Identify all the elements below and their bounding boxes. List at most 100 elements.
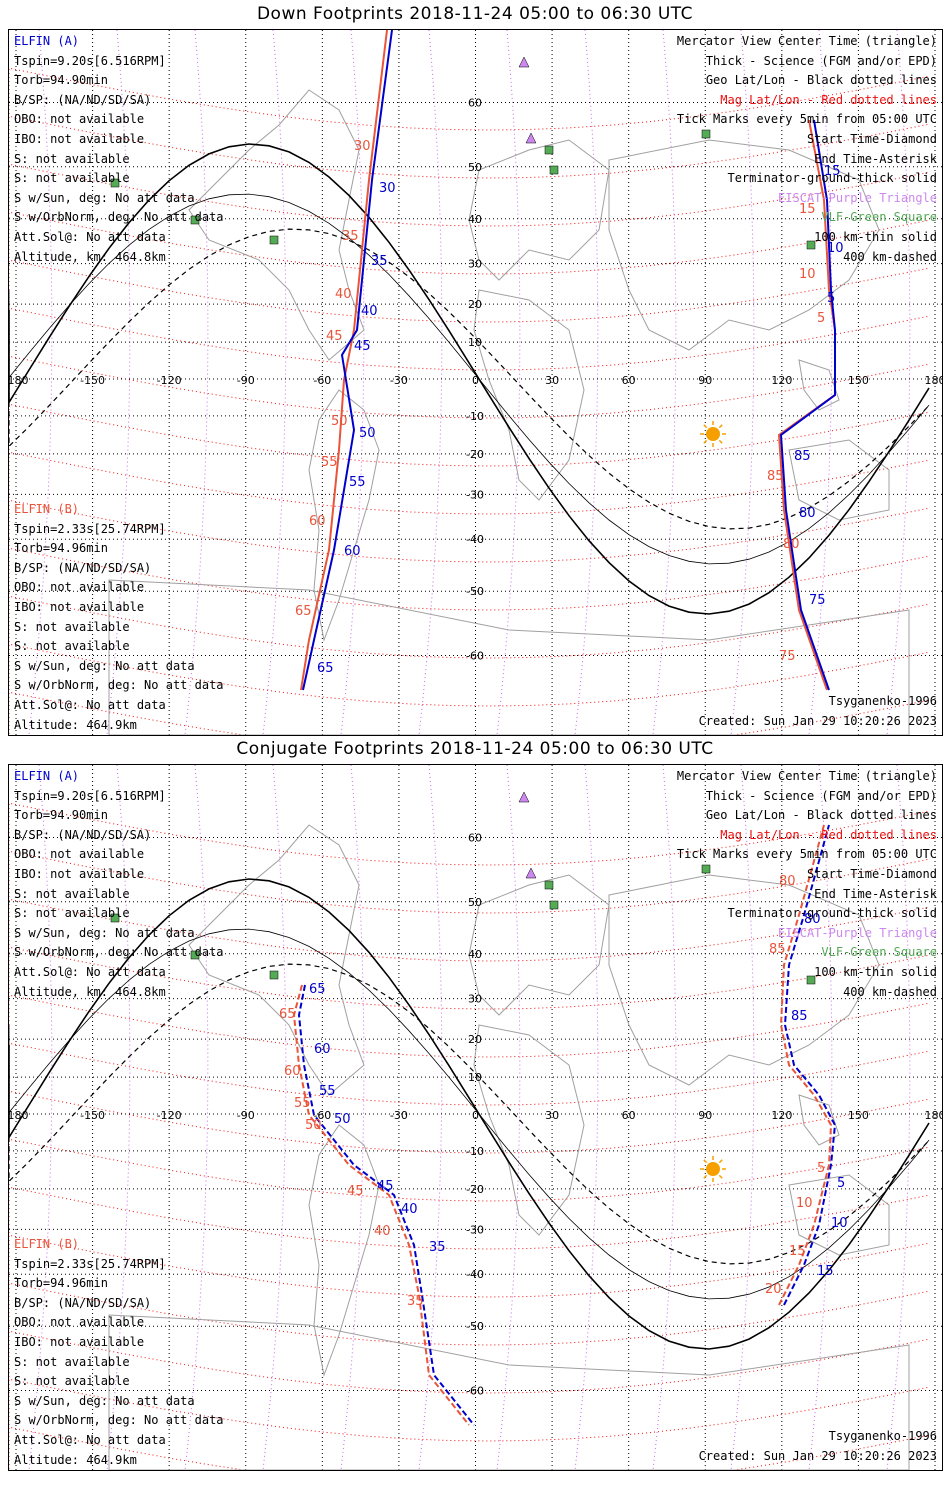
panel-title-down: Down Footprints 2018-11-24 05:00 to 06:3… (256, 4, 694, 24)
mag-lat-line (9, 994, 930, 1058)
elfin-a-tick-label: 50 (334, 1112, 351, 1127)
mag-lat-line (9, 946, 930, 1010)
lon-tick-label: 150 (848, 1109, 869, 1122)
mag-lat-line (9, 355, 930, 419)
footprint-400km-curve (9, 963, 930, 1265)
info-line: Att.Sol@: No att data (14, 229, 166, 244)
sun-ray (718, 1159, 723, 1164)
footprint-track-elfin-b (292, 984, 470, 1426)
mag-lon-line (652, 30, 677, 735)
mag-lat-line (9, 1042, 930, 1106)
conjugate-footprints-panel: -180-150-120-90-60-300306090120150180706… (8, 764, 943, 1471)
vlf-station-square (806, 240, 816, 250)
eiscat-station-triangle (518, 791, 530, 803)
mag-lat-line (9, 1138, 930, 1202)
info-line: Altitude, km: 464.8km (14, 249, 166, 264)
vlf-station-square (190, 950, 200, 960)
info-line: B/SP: (NA/ND/SD/SA) (14, 92, 152, 107)
elfin-b-tick-label: 10 (799, 267, 816, 282)
mag-lat-line (9, 1330, 930, 1394)
info-line: S: not available (14, 1354, 130, 1369)
mag-lat-line (9, 898, 930, 962)
mag-lat-line (9, 259, 930, 323)
mag-lat-line (9, 1378, 930, 1442)
lon-tick-label: 0 (472, 374, 479, 387)
info-line: ELFIN (A) (14, 769, 80, 783)
vlf-station-square (806, 975, 816, 985)
mag-lat-line (9, 1426, 930, 1470)
legend: Mercator View Center Time (triangle) Thic… (677, 767, 937, 1002)
info-line: S w/Sun, deg: No att data (14, 1393, 195, 1408)
info-line: IBO: not available (14, 866, 145, 881)
eiscat-station-triangle (518, 56, 530, 68)
elfin-b-tick-label: 5 (817, 311, 825, 326)
mag-lat-line (9, 547, 930, 611)
legend-item: EISCAT-Purple Triangle (778, 190, 937, 205)
vlf-station-square (110, 913, 120, 923)
panel-title-conjugate: Conjugate Footprints 2018-11-24 05:00 to… (236, 739, 714, 759)
subsolar-point-icon (706, 1162, 720, 1176)
mag-lon-line (652, 765, 677, 1470)
mag-lat-line (9, 691, 930, 735)
mag-lon-line (496, 30, 521, 735)
lat-tick-label: 30 (468, 993, 482, 1006)
elfin-a-tick-label: 10 (831, 1216, 848, 1231)
legend-item: End Time-Asterisk (814, 886, 937, 901)
info-line: B/SP: (NA/ND/SD/SA) (14, 560, 152, 575)
info-line: S: not available (14, 1374, 130, 1389)
vlf-station-square (549, 165, 559, 175)
elfin-a-tick-label: 5 (837, 1176, 845, 1191)
legend-item: Geo Lat/Lon - Black dotted lines (705, 73, 937, 88)
legend-item: 400 km-dashed (843, 984, 937, 999)
elfin-a-tick-label: 5 (827, 291, 835, 306)
sun-ray (718, 439, 723, 444)
info-line: OBO: not available (14, 847, 145, 862)
lon-tick-label: 90 (698, 374, 712, 387)
info-line: S: not available (14, 639, 130, 654)
footprint-track-elfin-a (783, 824, 837, 1306)
sun-ray (703, 424, 708, 429)
coastline-3 (473, 289, 585, 501)
info-line: IBO: not available (14, 599, 145, 614)
lat-tick-label: 40 (468, 948, 482, 961)
legend-item: Thick - Science (FGM and/or EPD) (705, 53, 937, 68)
footprint-track-elfin-a (302, 30, 393, 691)
elfin-b-tick-label: 85 (767, 469, 784, 484)
vlf-station-square (544, 145, 554, 155)
elfin-b-tick-label: 80 (779, 874, 796, 889)
elfin-b-tick-label: 40 (335, 287, 352, 302)
mag-lon-line (574, 30, 599, 735)
elfin-a-tick-label: 40 (401, 1202, 418, 1217)
info-line: S: not available (14, 151, 130, 166)
mag-lon-line (496, 765, 521, 1470)
coastline-6 (798, 1094, 840, 1146)
elfin-a-tick-label: 45 (377, 1179, 394, 1194)
lat-tick-label: -40 (466, 1268, 484, 1281)
legend-item: Start Time-Diamond (806, 131, 937, 146)
elfin-b-tick-label: 65 (279, 1007, 296, 1022)
vlf-station-square (269, 235, 279, 245)
lat-tick-label: 20 (468, 298, 482, 311)
coastline-0 (188, 89, 365, 361)
mag-lat-line (9, 595, 930, 659)
legend-item: End Time-Asterisk (814, 151, 937, 166)
info-line: Torb=94.96min (14, 541, 108, 556)
elfin-a-info: ELFIN (A) Tspin=9.20s[6.516RPM] Torb=94.90… (14, 767, 224, 1002)
legend-item: Thick - Science (FGM and/or EPD) (705, 788, 937, 803)
info-line: OBO: not available (14, 112, 145, 127)
lon-tick-label: -90 (237, 374, 255, 387)
tick-labels: -180-150-120-90-60-300306090120150180706… (9, 96, 942, 662)
lon-tick-label: -120 (157, 1109, 182, 1122)
elfin-a-tick-label: 35 (371, 254, 388, 269)
elfin-a-tick-label: 10 (827, 241, 844, 256)
lon-tick-label: 60 (622, 1109, 636, 1122)
footprint-track-elfin-a (779, 119, 836, 691)
footprint-track-elfin-b (778, 824, 833, 1306)
mag-lat-line (9, 499, 930, 563)
legend-item: Mag Lat/Lon - Red dotted lines (720, 92, 937, 107)
sun-ray (718, 424, 723, 429)
info-line: Altitude: 464.9km (14, 717, 137, 732)
info-line: S: not available (14, 886, 130, 901)
vlf-station-square (701, 864, 711, 874)
elfin-b-tick-label: 75 (779, 649, 796, 664)
